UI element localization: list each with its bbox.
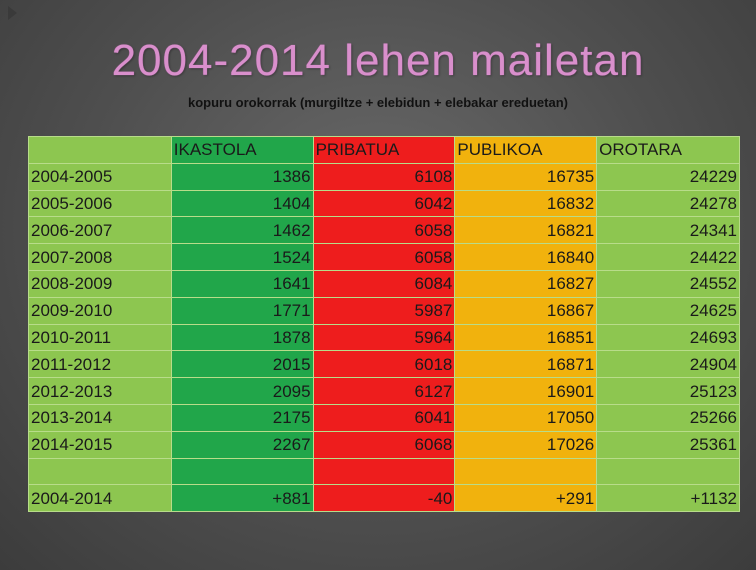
cell-pribatua: 5964 bbox=[312, 323, 456, 352]
cell-ikastola: 2175 bbox=[170, 403, 314, 432]
slide-subtitle: kopuru orokorrak (murgiltze + elebidun +… bbox=[188, 95, 568, 110]
slide-arrow-icon bbox=[8, 6, 17, 20]
header-cell-publikoa: PUBLIKOA bbox=[454, 136, 598, 164]
cell-period: 2008-2009 bbox=[28, 269, 172, 298]
cell-publikoa: 17050 bbox=[454, 403, 598, 432]
cell-publikoa: 16821 bbox=[454, 216, 598, 245]
cell-ikastola: 1878 bbox=[170, 323, 314, 352]
cell-orotara: 24904 bbox=[596, 350, 740, 379]
table-row: 2014-2015 2267 6068 17026 25361 bbox=[28, 430, 740, 459]
table-row: 2008-2009 1641 6084 16827 24552 bbox=[28, 269, 740, 298]
cell-orotara: 24693 bbox=[596, 323, 740, 352]
cell-orotara: 24278 bbox=[596, 189, 740, 218]
cell-pribatua: 6058 bbox=[312, 216, 456, 245]
slide-title: 2004-2014 lehen mailetan bbox=[111, 36, 645, 85]
cell-pribatua: 6018 bbox=[312, 350, 456, 379]
cell-orotara: 24341 bbox=[596, 216, 740, 245]
cell-period: 2011-2012 bbox=[28, 350, 172, 379]
cell-ikastola: 2095 bbox=[170, 377, 314, 405]
cell-publikoa: 16832 bbox=[454, 189, 598, 218]
cell-period: 2012-2013 bbox=[28, 377, 172, 405]
cell-period: 2004-2014 bbox=[28, 484, 172, 513]
cell-publikoa: 17026 bbox=[454, 430, 598, 459]
table-spacer-row bbox=[28, 457, 740, 486]
empty-cell bbox=[28, 457, 172, 486]
cell-ikastola: 1404 bbox=[170, 189, 314, 218]
cell-publikoa: +291 bbox=[454, 484, 598, 513]
cell-pribatua: -40 bbox=[312, 484, 456, 513]
cell-orotara: 24229 bbox=[596, 162, 740, 191]
cell-pribatua: 6127 bbox=[312, 377, 456, 405]
cell-pribatua: 6042 bbox=[312, 189, 456, 218]
table-row: 2011-2012 2015 6018 16871 24904 bbox=[28, 350, 740, 379]
cell-publikoa: 16867 bbox=[454, 296, 598, 325]
cell-period: 2010-2011 bbox=[28, 323, 172, 352]
header-cell-period bbox=[28, 136, 172, 164]
table-row: 2007-2008 1524 6058 16840 24422 bbox=[28, 243, 740, 271]
cell-ikastola: 1641 bbox=[170, 269, 314, 298]
cell-orotara: 25266 bbox=[596, 403, 740, 432]
cell-pribatua: 6068 bbox=[312, 430, 456, 459]
empty-cell bbox=[454, 457, 598, 486]
cell-publikoa: 16851 bbox=[454, 323, 598, 352]
table-row: 2013-2014 2175 6041 17050 25266 bbox=[28, 403, 740, 432]
cell-pribatua: 6041 bbox=[312, 403, 456, 432]
cell-ikastola: 1771 bbox=[170, 296, 314, 325]
table-summary-row: 2004-2014 +881 -40 +291 +1132 bbox=[28, 484, 740, 513]
cell-publikoa: 16871 bbox=[454, 350, 598, 379]
cell-period: 2004-2005 bbox=[28, 162, 172, 191]
cell-orotara: 24625 bbox=[596, 296, 740, 325]
table-header-row: IKASTOLA PRIBATUA PUBLIKOA OROTARA bbox=[28, 136, 740, 164]
cell-ikastola: 2267 bbox=[170, 430, 314, 459]
cell-pribatua: 6084 bbox=[312, 269, 456, 298]
cell-period: 2006-2007 bbox=[28, 216, 172, 245]
header-cell-ikastola: IKASTOLA bbox=[170, 136, 314, 164]
empty-cell bbox=[170, 457, 314, 486]
cell-publikoa: 16840 bbox=[454, 243, 598, 271]
cell-ikastola: 2015 bbox=[170, 350, 314, 379]
cell-period: 2013-2014 bbox=[28, 403, 172, 432]
cell-pribatua: 5987 bbox=[312, 296, 456, 325]
cell-period: 2005-2006 bbox=[28, 189, 172, 218]
cell-period: 2014-2015 bbox=[28, 430, 172, 459]
header-cell-pribatua: PRIBATUA bbox=[312, 136, 456, 164]
enrollment-table: IKASTOLA PRIBATUA PUBLIKOA OROTARA 2004-… bbox=[28, 136, 740, 513]
cell-period: 2007-2008 bbox=[28, 243, 172, 271]
header-cell-orotara: OROTARA bbox=[596, 136, 740, 164]
table-row: 2004-2005 1386 6108 16735 24229 bbox=[28, 162, 740, 191]
cell-ikastola: +881 bbox=[170, 484, 314, 513]
cell-orotara: +1132 bbox=[596, 484, 740, 513]
cell-orotara: 24552 bbox=[596, 269, 740, 298]
table-row: 2009-2010 1771 5987 16867 24625 bbox=[28, 296, 740, 325]
empty-cell bbox=[312, 457, 456, 486]
cell-ikastola: 1524 bbox=[170, 243, 314, 271]
cell-orotara: 25361 bbox=[596, 430, 740, 459]
table-row: 2006-2007 1462 6058 16821 24341 bbox=[28, 216, 740, 245]
cell-pribatua: 6108 bbox=[312, 162, 456, 191]
table-row: 2012-2013 2095 6127 16901 25123 bbox=[28, 377, 740, 405]
cell-period: 2009-2010 bbox=[28, 296, 172, 325]
cell-ikastola: 1462 bbox=[170, 216, 314, 245]
table-row: 2005-2006 1404 6042 16832 24278 bbox=[28, 189, 740, 218]
cell-publikoa: 16735 bbox=[454, 162, 598, 191]
cell-publikoa: 16901 bbox=[454, 377, 598, 405]
table-row: 2010-2011 1878 5964 16851 24693 bbox=[28, 323, 740, 352]
cell-publikoa: 16827 bbox=[454, 269, 598, 298]
cell-orotara: 25123 bbox=[596, 377, 740, 405]
cell-ikastola: 1386 bbox=[170, 162, 314, 191]
cell-orotara: 24422 bbox=[596, 243, 740, 271]
cell-pribatua: 6058 bbox=[312, 243, 456, 271]
empty-cell bbox=[596, 457, 740, 486]
